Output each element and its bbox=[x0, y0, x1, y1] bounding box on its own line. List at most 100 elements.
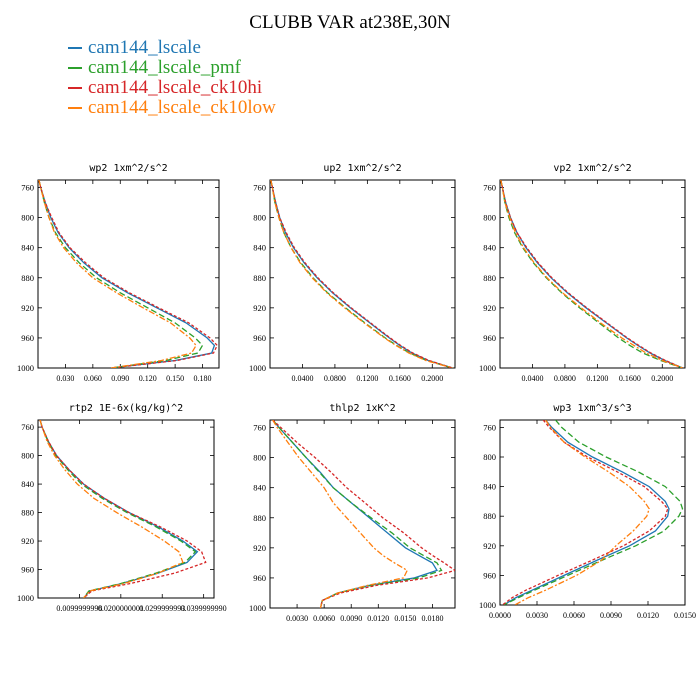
series-line-wp3-lscale bbox=[503, 420, 670, 605]
x-tick-label: 0.0030 bbox=[286, 614, 308, 623]
series-line-vp2-lscale bbox=[500, 180, 683, 368]
y-tick-label: 840 bbox=[253, 243, 266, 253]
plot-frame-thlp2 bbox=[269, 419, 456, 609]
legend-entry-ck10low: cam144_lscale_ck10low bbox=[68, 98, 276, 118]
x-tick-label: 0.120 bbox=[139, 374, 157, 383]
y-tick-label: 760 bbox=[253, 423, 266, 433]
y-tick-label: 880 bbox=[21, 273, 34, 283]
panel-title-wp3: wp3 1xm^3/s^3 bbox=[553, 403, 631, 414]
legend-swatch-ck10low bbox=[68, 107, 82, 109]
y-tick-label: 800 bbox=[253, 453, 266, 463]
y-tick-label: 880 bbox=[483, 511, 496, 521]
y-tick-label: 880 bbox=[253, 273, 266, 283]
y-tick-label: 1000 bbox=[479, 600, 496, 610]
x-tick-label: 0.030 bbox=[56, 374, 74, 383]
x-tick-label: 0.0120 bbox=[637, 611, 659, 620]
series-line-up2-pmf bbox=[270, 180, 453, 368]
x-tick-label: 0.0120 bbox=[367, 614, 389, 623]
y-tick-label: 840 bbox=[483, 482, 496, 492]
panel-vp2: vp2 1xm^2/s^2 760 800 840 880 920 960 1000 0.040… bbox=[479, 163, 686, 383]
series-line-vp2-ck10hi bbox=[500, 180, 683, 368]
x-tick-label: 0.0030 bbox=[526, 611, 548, 620]
y-tick-label: 840 bbox=[21, 243, 34, 253]
legend-swatch-lscale bbox=[68, 47, 82, 49]
series-line-thlp2-pmf bbox=[272, 420, 443, 608]
plot-frame-wp3 bbox=[499, 419, 686, 606]
x-tick-label: 0.0090 bbox=[600, 611, 622, 620]
y-tick-label: 760 bbox=[483, 183, 496, 193]
series-line-thlp2-ck10hi bbox=[272, 420, 455, 608]
plot-frame-wp2 bbox=[37, 179, 220, 369]
series-line-wp2-pmf bbox=[38, 180, 204, 368]
series-line-wp3-ck10hi bbox=[502, 420, 669, 605]
y-tick-label: 920 bbox=[483, 303, 496, 313]
x-tick-label: 0.0800 bbox=[324, 374, 346, 383]
legend-swatch-ck10hi bbox=[68, 87, 82, 89]
y-tick-label: 760 bbox=[21, 422, 34, 432]
y-tick-label: 960 bbox=[483, 570, 496, 580]
legend-entry-pmf: cam144_lscale_pmf bbox=[68, 58, 276, 78]
x-tick-label: 0.060 bbox=[84, 374, 102, 383]
series-line-vp2-ck10low bbox=[500, 180, 683, 368]
panel-title-up2: up2 1xm^2/s^2 bbox=[323, 163, 401, 174]
series-line-wp2-ck10hi bbox=[38, 180, 218, 368]
x-tick-label: 0.0200000001 bbox=[98, 604, 144, 613]
y-tick-label: 1000 bbox=[249, 603, 266, 613]
y-tick-label: 960 bbox=[21, 333, 34, 343]
y-tick-label: 1000 bbox=[17, 363, 34, 373]
y-tick-label: 800 bbox=[483, 452, 496, 462]
y-tick-label: 920 bbox=[253, 543, 266, 553]
legend-entry-ck10hi: cam144_lscale_ck10hi bbox=[68, 78, 276, 98]
x-tick-label: 0.2000 bbox=[651, 374, 673, 383]
x-tick-label: 0.1200 bbox=[586, 374, 608, 383]
series-line-thlp2-ck10low bbox=[272, 420, 409, 608]
series-line-wp3-pmf bbox=[503, 420, 684, 605]
x-tick-label: 0.0090 bbox=[340, 614, 362, 623]
legend-label-ck10hi: cam144_lscale_ck10hi bbox=[88, 77, 263, 98]
x-tick-label: 0.0150 bbox=[394, 614, 416, 623]
legend-label-lscale: cam144_lscale bbox=[88, 37, 201, 58]
x-tick-label: 0.1200 bbox=[356, 374, 378, 383]
figure-title: CLUBB VAR at238E,30N bbox=[249, 12, 451, 33]
x-tick-label: 0.090 bbox=[111, 374, 129, 383]
panel-thlp2: thlp2 1xK^2 760 800 840 880 920 960 1000 0.0030 0… bbox=[249, 403, 456, 623]
series-line-up2-ck10low bbox=[270, 180, 453, 368]
y-tick-label: 920 bbox=[21, 303, 34, 313]
series-line-up2-ck10hi bbox=[270, 180, 453, 368]
series-line-rtp2-lscale bbox=[39, 420, 199, 598]
plot-frame-up2 bbox=[269, 179, 456, 369]
y-tick-label: 920 bbox=[21, 536, 34, 546]
series-line-rtp2-ck10hi bbox=[39, 420, 207, 598]
panel-wp2: wp2 1xm^2/s^2 760 800 840 880 920 960 1000 0.030… bbox=[17, 163, 220, 383]
x-tick-label: 0.0180 bbox=[421, 614, 443, 623]
plot-frame-rtp2 bbox=[37, 419, 215, 599]
x-tick-label: 0.0400 bbox=[291, 374, 313, 383]
x-tick-label: 0.0800 bbox=[554, 374, 576, 383]
y-tick-label: 880 bbox=[21, 508, 34, 518]
y-tick-label: 840 bbox=[21, 479, 34, 489]
legend-label-pmf: cam144_lscale_pmf bbox=[88, 57, 242, 78]
y-tick-label: 920 bbox=[483, 541, 496, 551]
y-tick-label: 960 bbox=[253, 573, 266, 583]
y-tick-label: 960 bbox=[483, 333, 496, 343]
series-line-rtp2-ck10low bbox=[39, 420, 184, 598]
series-line-rtp2-pmf bbox=[39, 420, 197, 598]
y-tick-label: 1000 bbox=[479, 363, 496, 373]
x-tick-label: 0.150 bbox=[166, 374, 184, 383]
x-tick-label: 0.180 bbox=[194, 374, 212, 383]
x-tick-label: 0.1600 bbox=[389, 374, 411, 383]
series-line-wp2-ck10low bbox=[38, 180, 197, 368]
x-tick-label: 0.1600 bbox=[619, 374, 641, 383]
y-tick-label: 760 bbox=[21, 183, 34, 193]
panel-title-wp2: wp2 1xm^2/s^2 bbox=[89, 163, 167, 174]
y-tick-label: 880 bbox=[253, 513, 266, 523]
x-tick-label: 0.0060 bbox=[563, 611, 585, 620]
y-tick-label: 960 bbox=[21, 565, 34, 575]
panel-wp3: wp3 1xm^3/s^3 760 800 840 880 920 960 10000.000… bbox=[479, 403, 696, 620]
panel-rtp2: rtp2 1E-6x(kg/kg)^2 760 800 840 880 920 960 100… bbox=[17, 403, 227, 613]
panel-title-vp2: vp2 1xm^2/s^2 bbox=[553, 163, 631, 174]
y-tick-label: 840 bbox=[483, 243, 496, 253]
y-tick-label: 760 bbox=[483, 422, 496, 432]
x-tick-label: 0.0099999998 bbox=[56, 604, 102, 613]
